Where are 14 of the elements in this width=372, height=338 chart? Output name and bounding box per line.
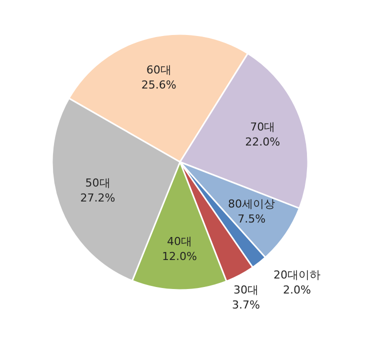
- data-label: 27.2%: [80, 192, 116, 205]
- data-label: 25.6%: [141, 78, 176, 92]
- slice-label: 30대: [233, 284, 258, 297]
- data-label: 7.5%: [238, 212, 266, 226]
- slice-label: 40대: [167, 235, 192, 248]
- slice-label: 80세이상: [228, 198, 276, 211]
- slice-label: 50대: [85, 176, 110, 190]
- data-label: 22.0%: [245, 136, 280, 149]
- data-label: 12.0%: [162, 250, 197, 264]
- data-label: 2.0%: [283, 284, 311, 297]
- slice-label: 70대: [250, 120, 276, 134]
- data-label: 3.7%: [232, 298, 260, 312]
- slice-label: 60대: [146, 64, 172, 77]
- slice-label: 20대이하: [273, 268, 320, 282]
